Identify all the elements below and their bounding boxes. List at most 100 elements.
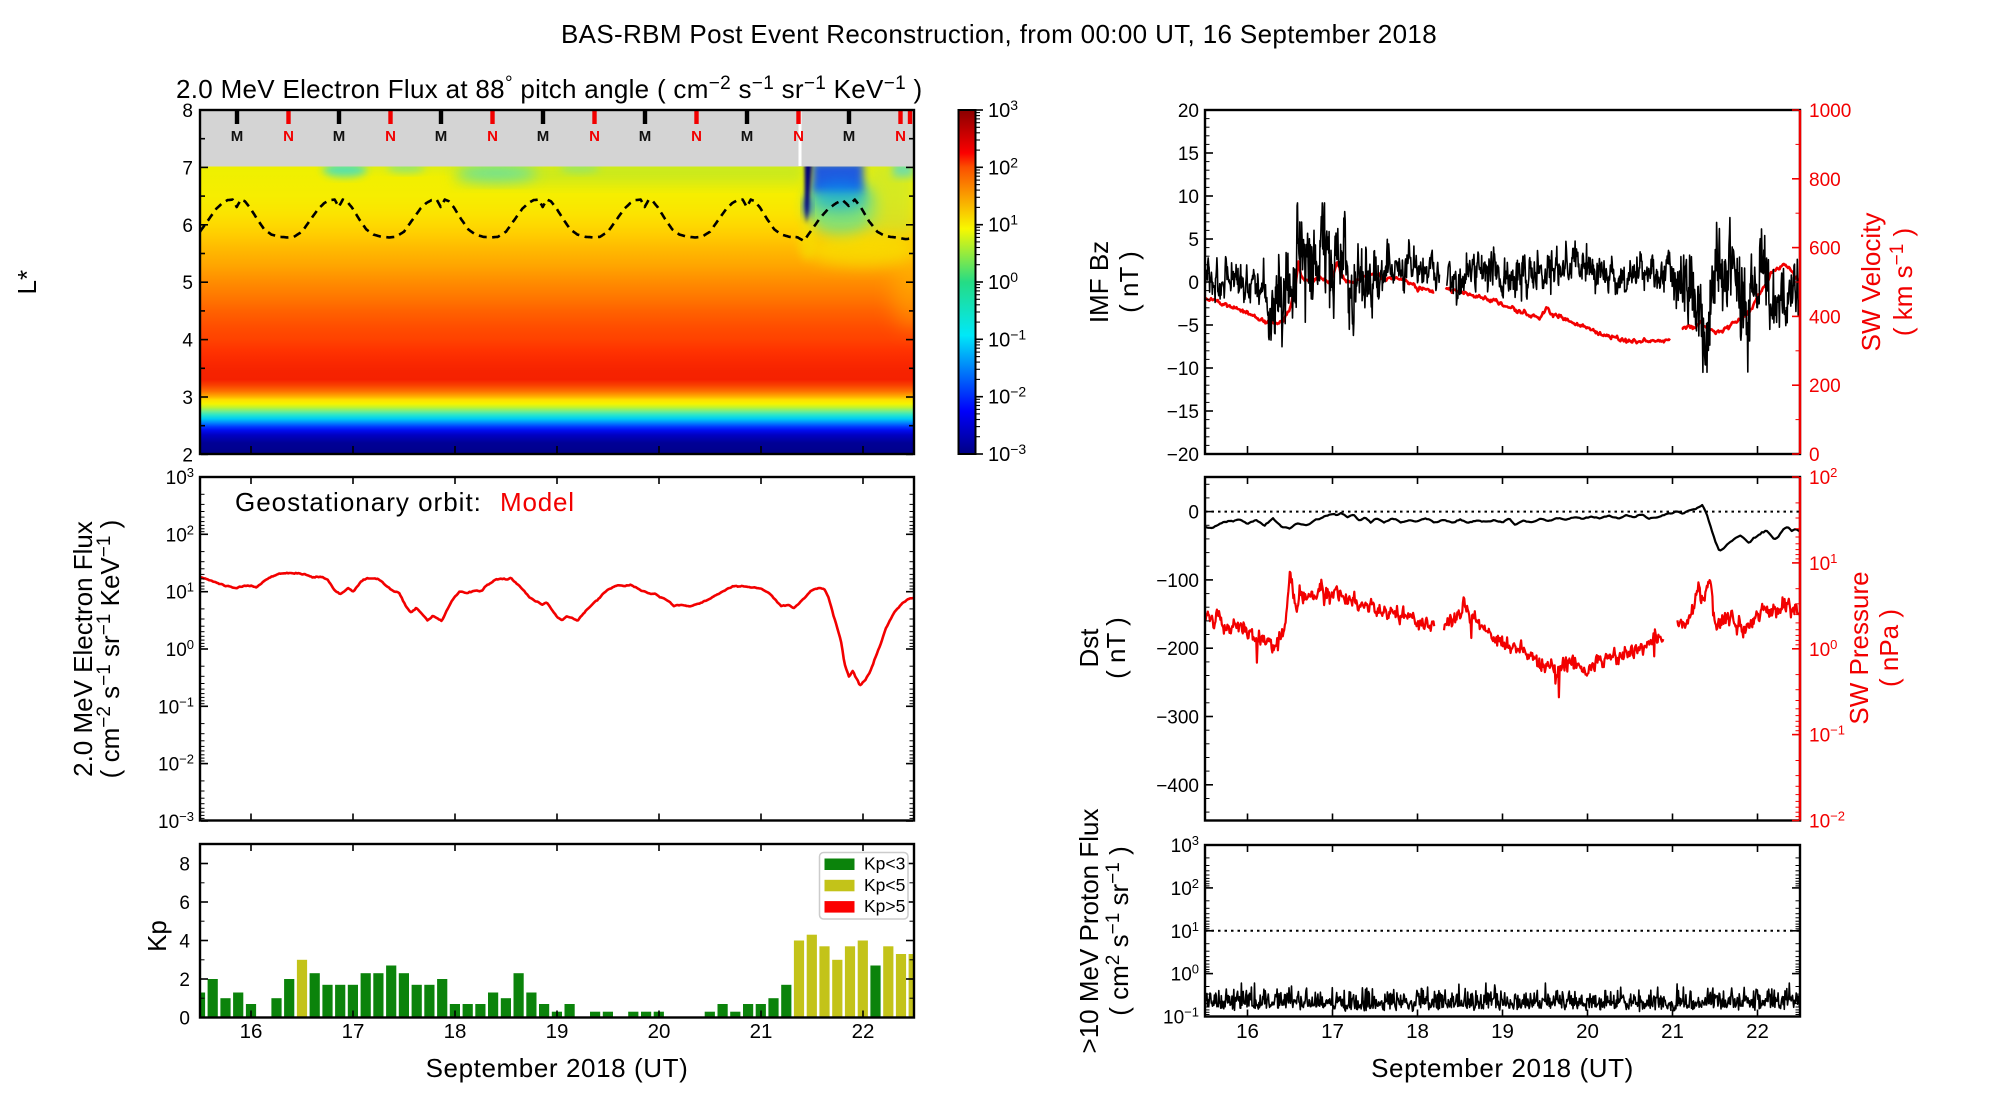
svg-text:−400: −400 (1156, 776, 1199, 797)
svg-text:22: 22 (852, 1020, 875, 1043)
svg-text:103: 103 (1171, 833, 1199, 857)
svg-text:103: 103 (166, 465, 194, 489)
svg-text:10−1: 10−1 (1163, 1005, 1199, 1029)
svg-text:17: 17 (342, 1020, 365, 1043)
svg-text:−5: −5 (1177, 316, 1199, 337)
svg-text:( nT ): ( nT ) (1114, 251, 1144, 313)
svg-text:19: 19 (1491, 1020, 1514, 1043)
svg-text:N: N (385, 128, 396, 145)
svg-text:21: 21 (750, 1020, 773, 1043)
svg-text:101: 101 (988, 212, 1018, 237)
svg-text:19: 19 (546, 1020, 569, 1043)
svg-text:6: 6 (182, 216, 193, 237)
svg-text:M: M (231, 128, 244, 145)
svg-text:20: 20 (1178, 101, 1199, 122)
svg-text:17: 17 (1321, 1020, 1344, 1043)
svg-text:101: 101 (166, 580, 194, 604)
svg-text:100: 100 (166, 637, 194, 661)
svg-text:5: 5 (1188, 230, 1199, 251)
svg-text:Geostationary orbit:: Geostationary orbit: (235, 487, 482, 517)
svg-text:8: 8 (179, 855, 190, 876)
svg-text:2.0 MeV Electron Flux at 88° p: 2.0 MeV Electron Flux at 88° pitch angle… (176, 73, 922, 104)
svg-text:2: 2 (182, 445, 193, 466)
svg-text:−20: −20 (1167, 445, 1199, 466)
svg-text:10−2: 10−2 (1809, 809, 1845, 833)
svg-text:M: M (537, 128, 550, 145)
svg-text:L*: L* (12, 270, 42, 295)
svg-text:100: 100 (1809, 637, 1837, 661)
svg-text:Kp>5: Kp>5 (864, 896, 905, 916)
svg-text:103: 103 (988, 97, 1018, 122)
svg-text:101: 101 (1171, 919, 1199, 943)
svg-text:M: M (741, 128, 754, 145)
svg-text:5: 5 (182, 273, 193, 294)
svg-text:22: 22 (1746, 1020, 1769, 1043)
svg-text:18: 18 (1406, 1020, 1429, 1043)
svg-text:Dst: Dst (1074, 628, 1104, 668)
svg-text:10−2: 10−2 (158, 752, 194, 776)
svg-text:101: 101 (1809, 551, 1837, 575)
svg-text:200: 200 (1809, 376, 1841, 397)
svg-text:10−1: 10−1 (988, 326, 1026, 351)
svg-text:0: 0 (1809, 445, 1820, 466)
svg-text:102: 102 (1171, 876, 1199, 900)
svg-text:102: 102 (1809, 465, 1837, 489)
svg-text:September 2018 (UT): September 2018 (UT) (426, 1053, 689, 1083)
svg-text:( km s−1 ): ( km s−1 ) (1887, 228, 1918, 336)
svg-text:−200: −200 (1156, 639, 1199, 660)
svg-text:6: 6 (179, 893, 190, 914)
svg-text:400: 400 (1809, 307, 1841, 328)
svg-text:1000: 1000 (1809, 101, 1851, 122)
svg-text:10−1: 10−1 (158, 694, 194, 718)
svg-text:10−3: 10−3 (158, 809, 194, 833)
svg-text:8: 8 (182, 101, 193, 122)
svg-text:N: N (589, 128, 600, 145)
svg-text:2.0 MeV Electron Flux: 2.0 MeV Electron Flux (68, 521, 98, 777)
svg-text:( cm−2 s−1 sr−1 KeV−1 ): ( cm−2 s−1 sr−1 KeV−1 ) (94, 520, 125, 779)
svg-text:IMF Bz: IMF Bz (1084, 241, 1114, 323)
svg-text:( nT ): ( nT ) (1101, 617, 1131, 679)
svg-text:Model: Model (500, 487, 575, 517)
svg-text:Kp<3: Kp<3 (864, 854, 905, 874)
svg-text:20: 20 (1576, 1020, 1599, 1043)
svg-text:M: M (333, 128, 346, 145)
svg-text:10: 10 (1178, 187, 1199, 208)
svg-text:−100: −100 (1156, 571, 1199, 592)
svg-text:N: N (793, 128, 804, 145)
svg-text:N: N (283, 128, 294, 145)
svg-text:Kp<5: Kp<5 (864, 875, 905, 895)
svg-text:10−1: 10−1 (1809, 723, 1845, 747)
svg-text:4: 4 (179, 932, 190, 953)
svg-text:102: 102 (988, 154, 1018, 179)
svg-text:0: 0 (179, 1009, 190, 1030)
svg-text:−10: −10 (1167, 359, 1199, 380)
svg-text:800: 800 (1809, 170, 1841, 191)
svg-text:16: 16 (240, 1020, 263, 1043)
svg-text:15: 15 (1178, 144, 1199, 165)
svg-text:0: 0 (1188, 503, 1199, 524)
svg-text:Kp: Kp (142, 920, 172, 952)
svg-text:21: 21 (1661, 1020, 1684, 1043)
svg-text:−15: −15 (1167, 402, 1199, 423)
svg-text:18: 18 (444, 1020, 467, 1043)
svg-text:3: 3 (182, 388, 193, 409)
svg-text:20: 20 (648, 1020, 671, 1043)
svg-text:M: M (639, 128, 652, 145)
svg-text:N: N (895, 128, 906, 145)
svg-text:600: 600 (1809, 239, 1841, 260)
svg-text:102: 102 (166, 522, 194, 546)
svg-text:BAS-RBM Post Event Reconstruct: BAS-RBM Post Event Reconstruction, from … (561, 19, 1437, 49)
svg-text:M: M (843, 128, 856, 145)
svg-text:0: 0 (1188, 273, 1199, 294)
svg-text:10−3: 10−3 (988, 441, 1026, 466)
svg-text:−300: −300 (1156, 708, 1199, 729)
svg-text:N: N (487, 128, 498, 145)
svg-text:100: 100 (1171, 962, 1199, 986)
svg-text:September 2018 (UT): September 2018 (UT) (1371, 1053, 1634, 1083)
svg-text:SW Velocity: SW Velocity (1856, 213, 1886, 352)
svg-text:2: 2 (179, 970, 190, 991)
svg-text:M: M (435, 128, 448, 145)
svg-text:N: N (691, 128, 702, 145)
svg-text:10−2: 10−2 (988, 384, 1026, 409)
svg-text:SW Pressure: SW Pressure (1844, 571, 1874, 724)
